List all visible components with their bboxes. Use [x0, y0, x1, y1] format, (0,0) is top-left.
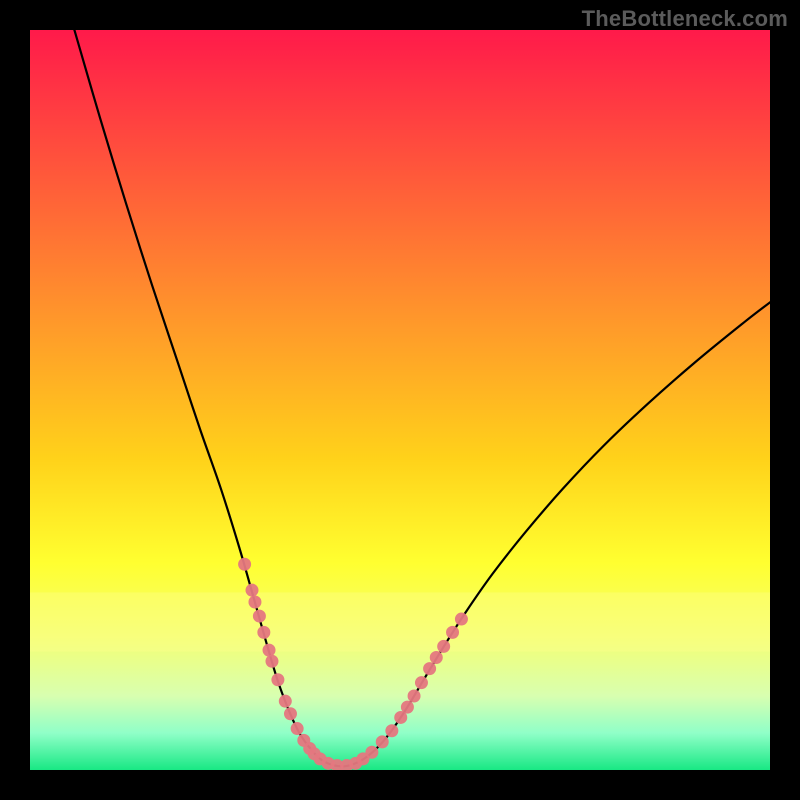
marker-dot — [447, 626, 459, 638]
figure-root: TheBottleneck.com — [0, 0, 800, 800]
marker-dot — [438, 640, 450, 652]
marker-dot — [263, 644, 275, 656]
marker-dot — [272, 674, 284, 686]
marker-dot — [253, 610, 265, 622]
marker-dot — [455, 613, 467, 625]
marker-dot — [430, 652, 442, 664]
marker-dot — [401, 701, 413, 713]
marker-dot — [258, 626, 270, 638]
scatter-markers — [239, 558, 468, 770]
curve-line — [74, 30, 770, 766]
marker-dot — [246, 584, 258, 596]
marker-dot — [408, 690, 420, 702]
chart-svg — [30, 30, 770, 770]
marker-dot — [424, 663, 436, 675]
marker-dot — [279, 695, 291, 707]
marker-dot — [266, 655, 278, 667]
marker-dot — [284, 708, 296, 720]
marker-dot — [386, 725, 398, 737]
plot-area — [30, 30, 770, 770]
marker-dot — [366, 746, 378, 758]
marker-dot — [395, 711, 407, 723]
marker-dot — [415, 677, 427, 689]
marker-dot — [239, 558, 251, 570]
watermark-text: TheBottleneck.com — [582, 6, 788, 32]
marker-dot — [291, 723, 303, 735]
marker-dot — [376, 736, 388, 748]
marker-dot — [249, 596, 261, 608]
